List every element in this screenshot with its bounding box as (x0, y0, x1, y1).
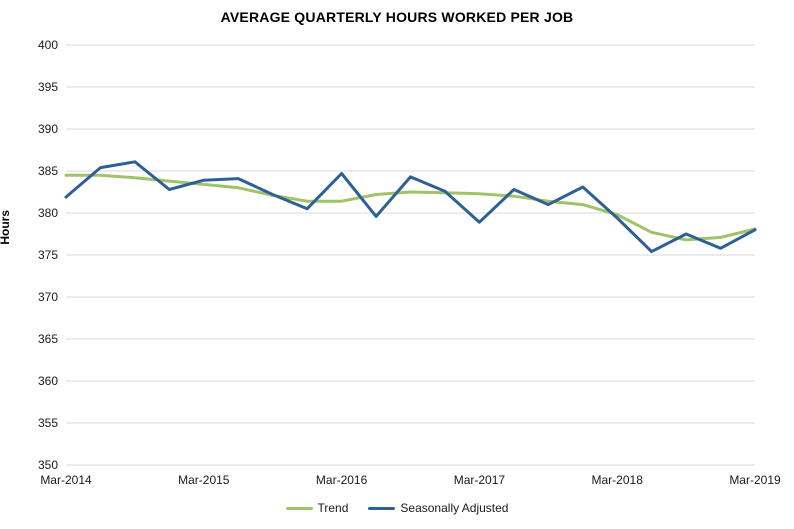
x-tick-label: Mar-2017 (454, 473, 506, 487)
legend-label-seasonally-adjusted: Seasonally Adjusted (400, 501, 509, 515)
x-tick-label: Mar-2018 (592, 473, 644, 487)
y-tick-label: 360 (38, 374, 58, 388)
y-tick-label: 390 (38, 122, 58, 136)
y-tick-label: 370 (38, 290, 58, 304)
chart-title: AVERAGE QUARTERLY HOURS WORKED PER JOB (220, 9, 574, 25)
y-tick-label: 365 (38, 332, 58, 346)
y-tick-label: 400 (38, 38, 58, 52)
y-tick-label: 380 (38, 206, 58, 220)
legend-label-trend: Trend (317, 501, 349, 515)
seasonally-adjusted-line (64, 160, 757, 254)
legend-item-seasonally-adjusted: Seasonally Adjusted (368, 501, 508, 515)
x-tick-label: Mar-2015 (178, 473, 230, 487)
x-tick-label: Mar-2014 (40, 473, 92, 487)
y-tick-label: 355 (38, 416, 58, 430)
legend-item-trend: Trend (285, 501, 349, 515)
x-tick-label: Mar-2019 (729, 473, 781, 487)
y-tick-label: 395 (38, 80, 58, 94)
legend: Trend Seasonally Adjusted (0, 501, 794, 515)
y-tick-label: 375 (38, 248, 58, 262)
y-tick-label: 350 (38, 458, 58, 472)
x-tick-label: Mar-2016 (316, 473, 368, 487)
y-tick-label: 385 (38, 164, 58, 178)
seasonally-adjusted-line-swatch (368, 506, 396, 510)
trend-line-swatch (285, 506, 313, 510)
trend-line (64, 173, 757, 242)
